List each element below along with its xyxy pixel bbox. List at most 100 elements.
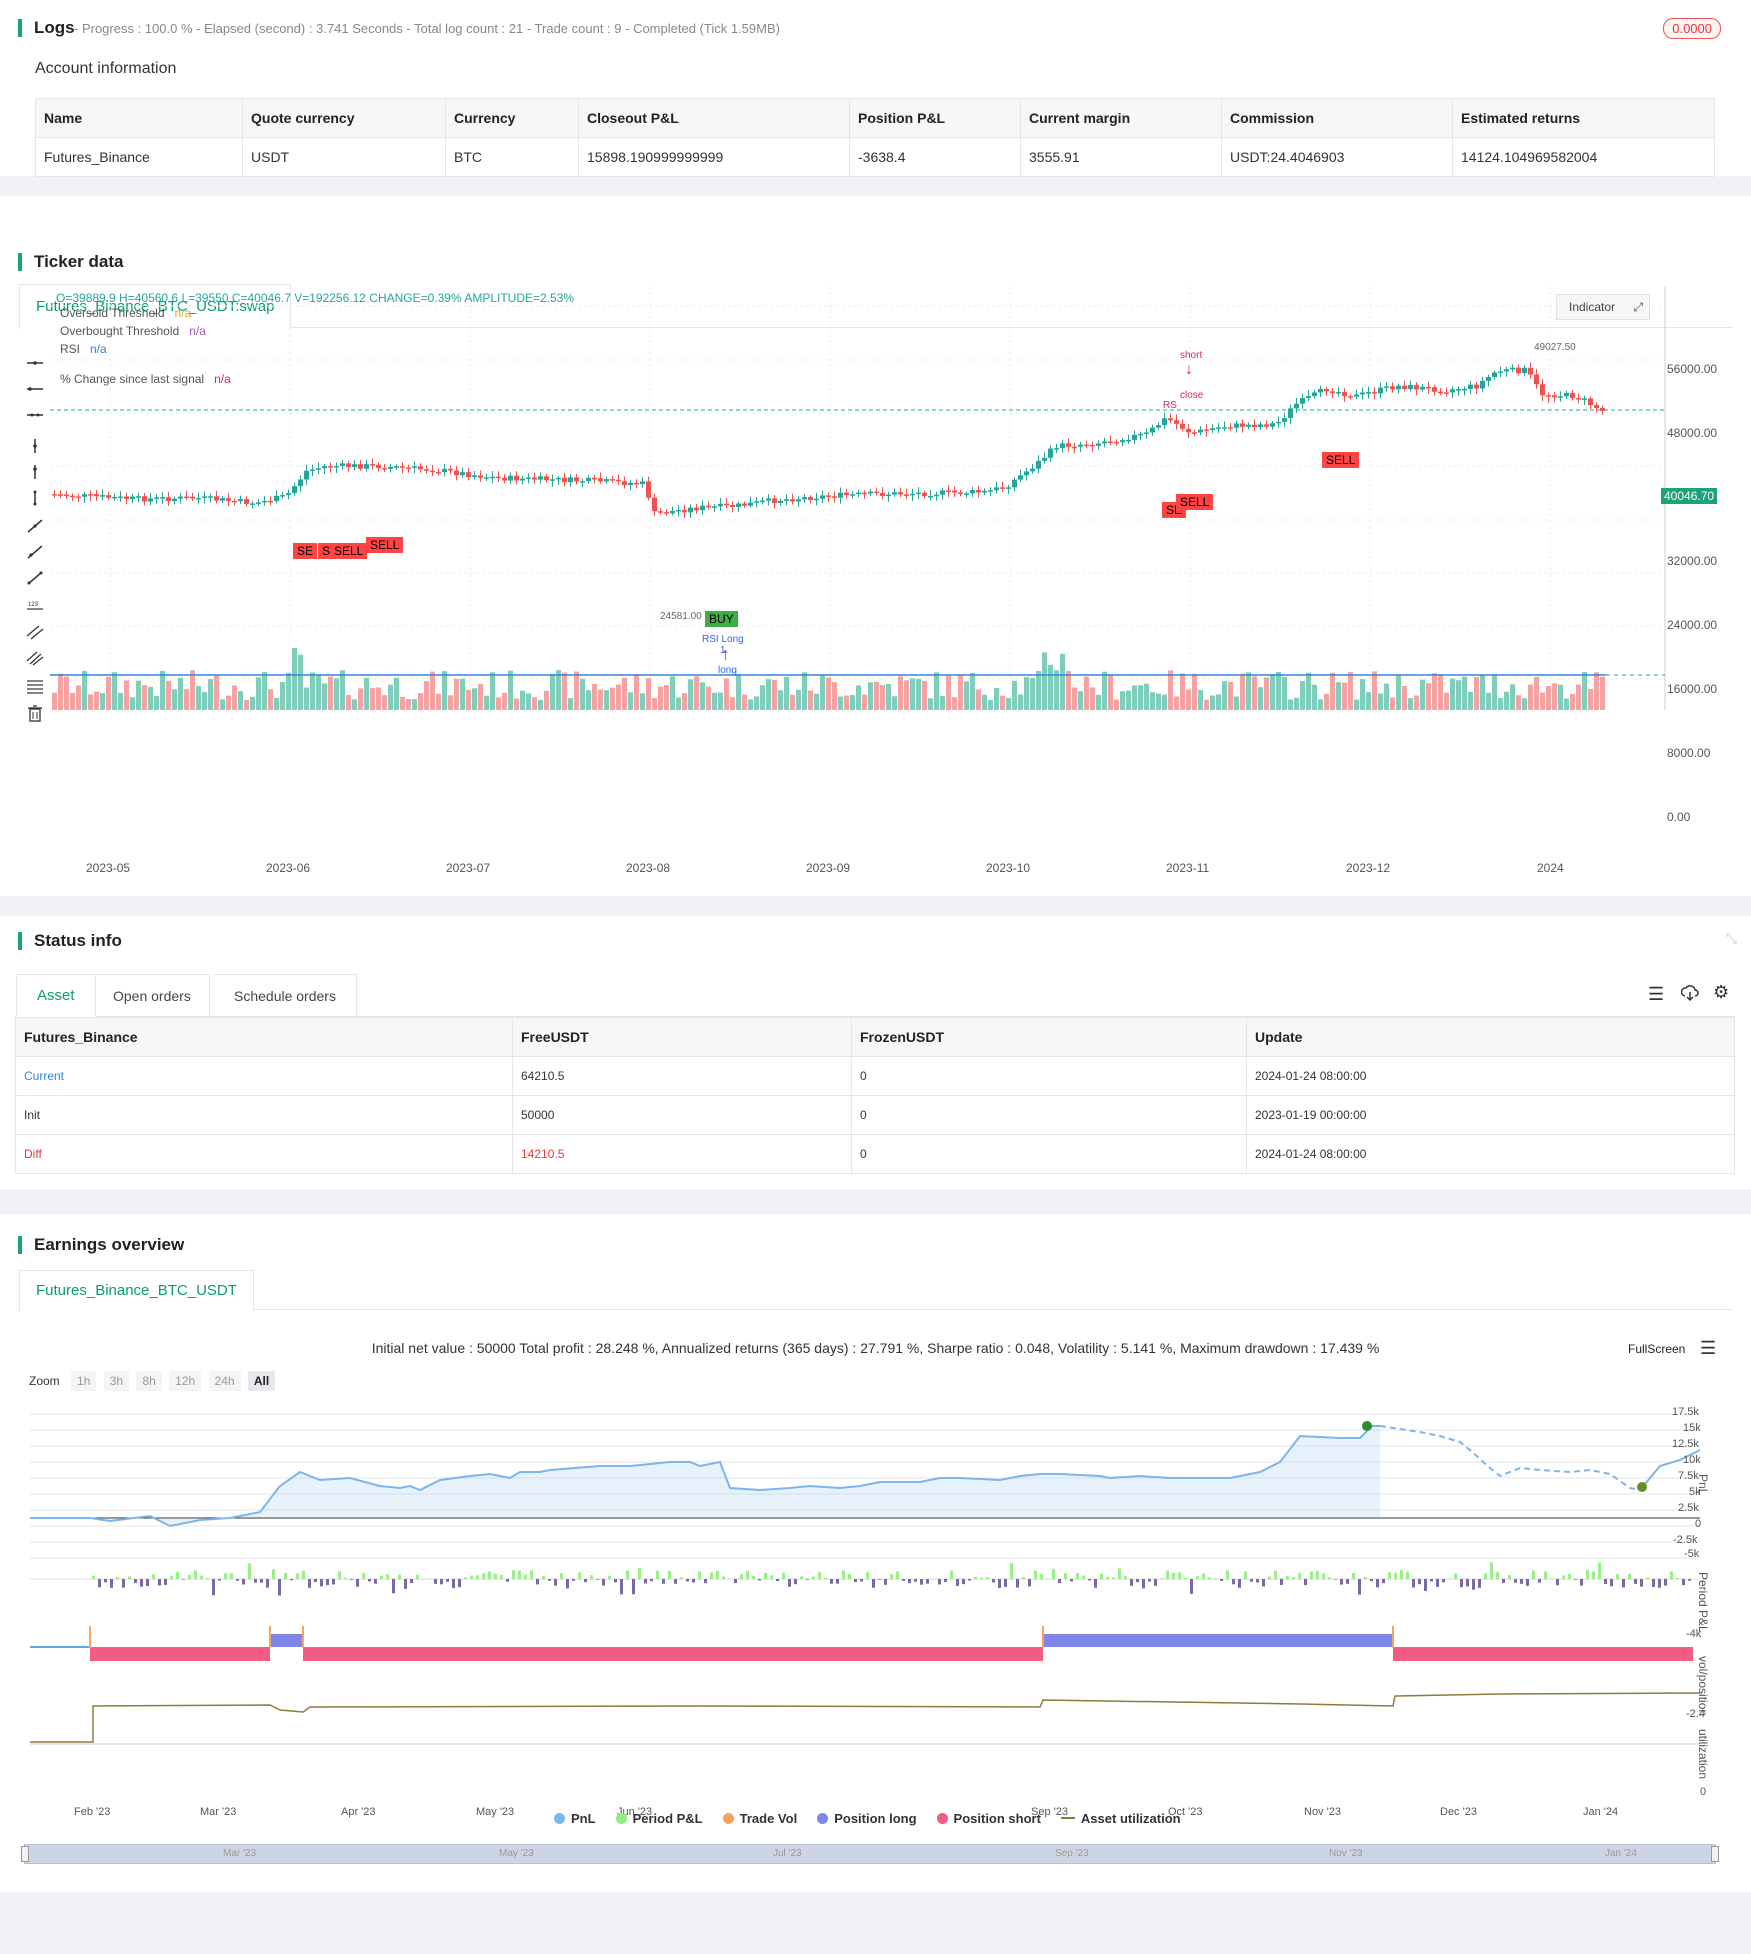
period-bar [326, 1579, 329, 1586]
period-bar [1286, 1575, 1289, 1580]
volume-bar [640, 693, 645, 710]
candle-body [976, 489, 981, 493]
zoom-24h-button[interactable]: 24h [208, 1371, 241, 1391]
tab-earnings-symbol[interactable]: Futures_Binance_BTC_USDT [19, 1270, 254, 1311]
candle-body [1414, 385, 1419, 390]
axis-title-pnl: PnL [1696, 1474, 1710, 1496]
extended-line-icon[interactable] [26, 408, 44, 422]
col-free-usdt: FreeUSDT [512, 1017, 852, 1057]
navigator-handle-right[interactable] [1711, 1846, 1719, 1862]
hamburger-icon[interactable]: ☰ [1700, 1338, 1717, 1358]
zoom-8h-button[interactable]: 8h [136, 1371, 162, 1391]
vertical-segment-icon[interactable] [26, 490, 44, 506]
legend-pnl[interactable]: PnL [554, 1811, 596, 1826]
table-row: Init 50000 0 2023-01-19 00:00:00 [15, 1095, 1735, 1135]
period-bar [122, 1579, 125, 1588]
gear-icon[interactable]: ⚙ [1713, 982, 1730, 1002]
expand-icon[interactable]: ⤢ [1633, 300, 1643, 314]
period-bar [1184, 1578, 1187, 1580]
navigator-handle-left[interactable] [21, 1846, 29, 1862]
legend-position-long[interactable]: Position long [817, 1811, 917, 1826]
fullscreen-button[interactable]: FullScreen [1628, 1342, 1685, 1356]
period-bar [416, 1575, 419, 1580]
period-bar [920, 1579, 923, 1585]
period-bar [158, 1579, 161, 1586]
collapse-icon[interactable]: ⤡ [1725, 930, 1737, 946]
volume-bar [1306, 672, 1311, 710]
volume-bar [286, 672, 291, 710]
volume-bar [976, 689, 981, 710]
cloud-download-icon[interactable] [1680, 984, 1699, 1007]
cell-position-pnl: -3638.4 [849, 137, 1021, 177]
volume-bar [1276, 671, 1281, 710]
candle-body [1378, 387, 1383, 394]
candle-body [466, 472, 471, 478]
volume-bar [160, 670, 165, 710]
candle-body [826, 495, 831, 497]
zoom-3h-button[interactable]: 3h [103, 1371, 130, 1391]
period-bar [1472, 1579, 1475, 1590]
volume-bar [604, 690, 609, 710]
zoom-label: Zoom [29, 1374, 60, 1388]
volume-bar [964, 681, 969, 710]
volume-bar [1204, 699, 1209, 710]
cell-update: 2023-01-19 00:00:00 [1246, 1095, 1735, 1135]
tab-open-orders[interactable]: Open orders [95, 974, 210, 1017]
earnings-chart[interactable] [0, 1394, 1751, 1954]
candle-body [1204, 429, 1209, 432]
menu-icon[interactable]: ☰ [1648, 984, 1665, 1004]
trend-line-icon[interactable] [26, 518, 44, 533]
candle-body [538, 476, 543, 480]
candle-body [778, 500, 783, 503]
volume-bar [706, 686, 711, 710]
volume-bar [844, 695, 849, 710]
fib-levels-icon[interactable] [26, 678, 44, 694]
volume-bar [250, 696, 255, 710]
candlestick-chart[interactable] [0, 286, 1751, 756]
volume-bar [1072, 687, 1077, 710]
tab-schedule-orders[interactable]: Schedule orders [214, 974, 357, 1017]
candle-body [1348, 396, 1353, 398]
navigator[interactable]: Mar '23 May '23 Jul '23 Sep '23 Nov '23 … [21, 1844, 1719, 1864]
tab-asset[interactable]: Asset [16, 974, 96, 1017]
period-bar [440, 1579, 443, 1585]
pnl-line-dashed [1379, 1425, 1641, 1491]
period-bar [704, 1579, 707, 1584]
candle-body [1402, 385, 1407, 390]
candle-body [454, 470, 459, 476]
pitchfork-icon[interactable] [26, 650, 44, 666]
legend-asset-utilization[interactable]: Asset utilization [1060, 1811, 1181, 1826]
legend-trade-vol[interactable]: Trade Vol [722, 1811, 797, 1826]
period-bar [1442, 1579, 1445, 1583]
legend-period-pnl[interactable]: Period P&L [615, 1811, 703, 1826]
period-bar [176, 1571, 179, 1580]
legend-position-short[interactable]: Position short [936, 1811, 1041, 1826]
horizontal-line-icon[interactable] [26, 356, 44, 370]
vertical-ray-icon[interactable] [26, 464, 44, 479]
row-label-current[interactable]: Current [15, 1056, 513, 1096]
indicator-button[interactable]: Indicator ⤢ [1556, 294, 1650, 320]
legend-overbought: Overbought Threshold n/a [60, 324, 206, 338]
parallel-channel-icon[interactable] [26, 624, 44, 640]
volume-bar [106, 676, 111, 710]
period-bar [146, 1579, 149, 1587]
volume-bar [484, 695, 489, 710]
zoom-bar: Zoom 1h 3h 8h 12h 24h All [29, 1371, 279, 1391]
volume-bar [1354, 699, 1359, 710]
zoom-12h-button[interactable]: 12h [169, 1371, 202, 1391]
vertical-line-icon[interactable] [26, 438, 44, 453]
trend-ray-icon[interactable] [26, 544, 44, 559]
zoom-1h-button[interactable]: 1h [71, 1371, 97, 1391]
candle-body [334, 466, 339, 468]
volume-bar [430, 671, 435, 710]
candle-body [322, 466, 327, 469]
volume-bar [1252, 676, 1257, 710]
legend-pct-value: n/a [214, 372, 231, 386]
trash-icon[interactable] [26, 704, 44, 722]
zoom-all-button[interactable]: All [247, 1371, 276, 1391]
period-bar [350, 1579, 353, 1580]
ray-icon[interactable] [26, 382, 44, 396]
segment-icon[interactable] [26, 570, 44, 585]
price-label-icon[interactable]: 123 [26, 598, 44, 612]
candle-body [52, 494, 57, 496]
